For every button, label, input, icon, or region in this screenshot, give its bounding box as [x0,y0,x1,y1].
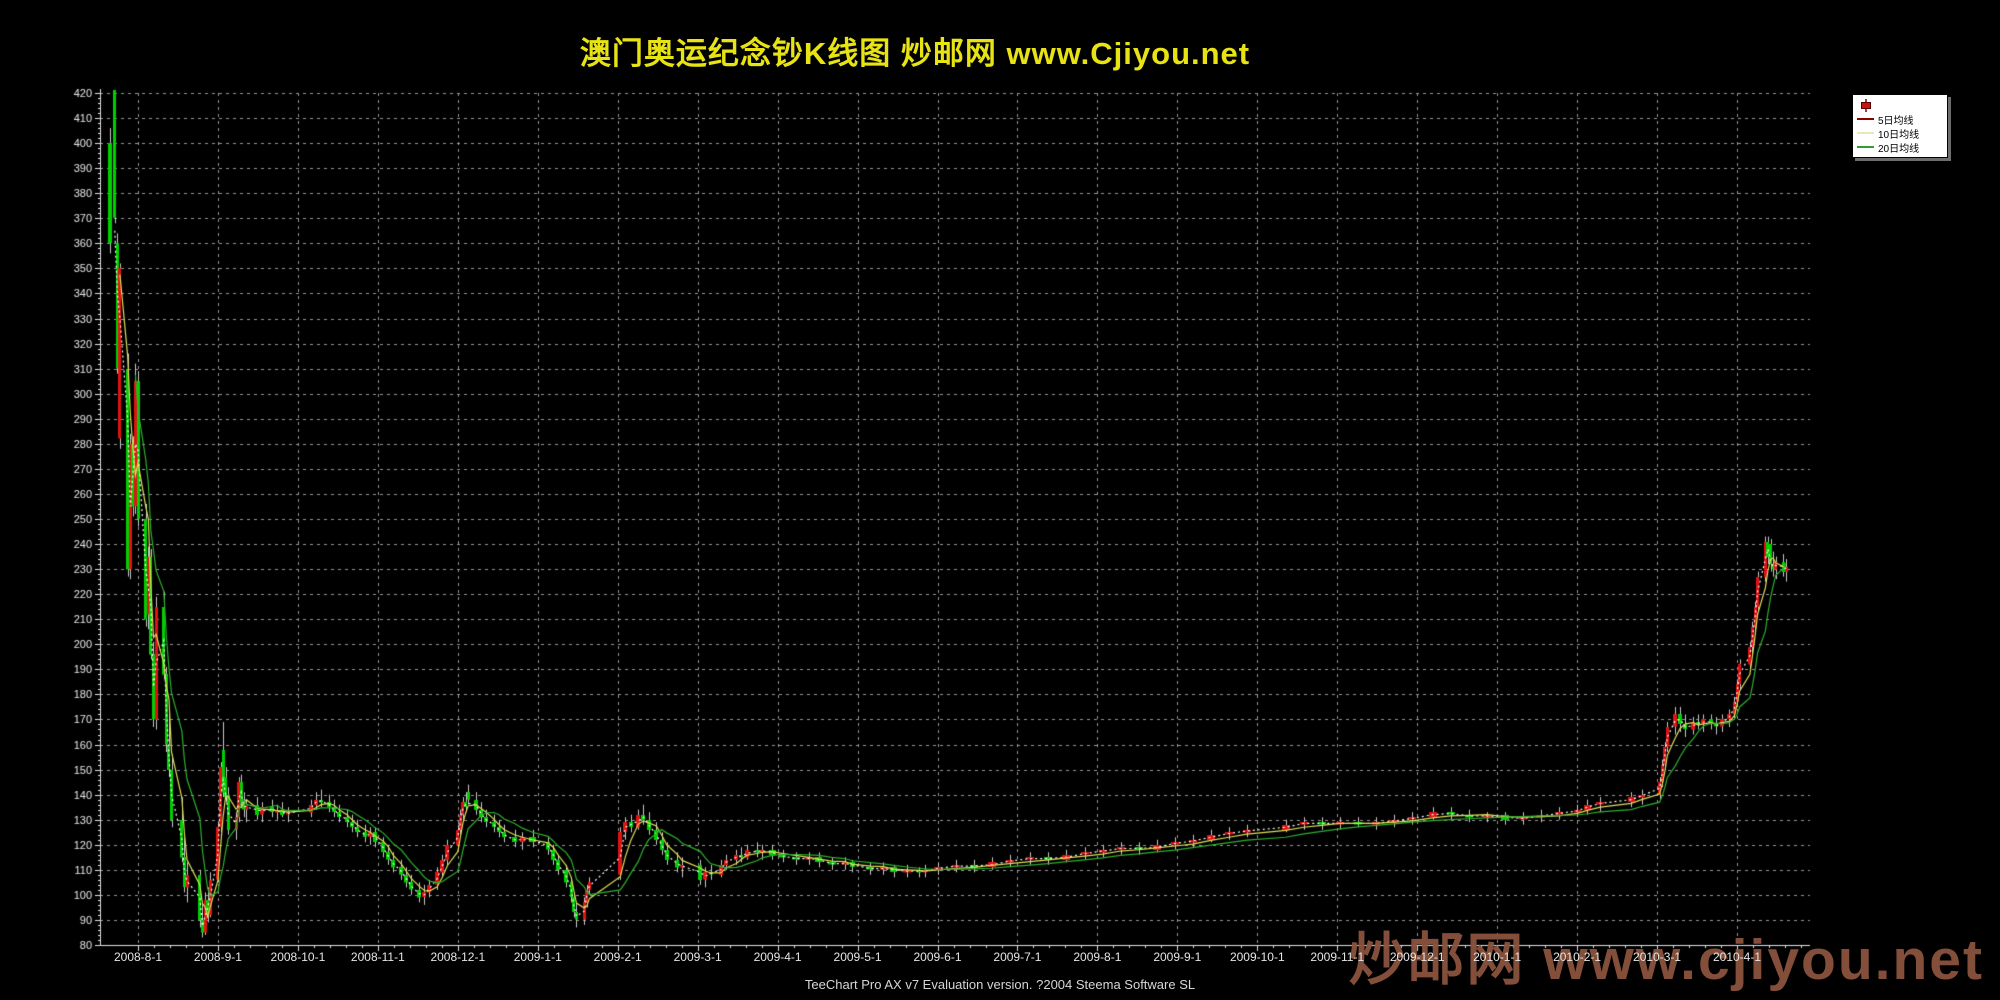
x-tick-label: 2010-2-1 [1553,950,1602,964]
x-tick-label: 2009-12-1 [1389,950,1445,964]
x-tick-label: 2008-8-1 [113,950,163,964]
x-tick-label: 2008-9-1 [193,950,242,964]
candlestick-icon [1861,98,1871,112]
evaluation-footer: TeeChart Pro AX v7 Evaluation version. ?… [804,977,1196,992]
x-tick-label: 2009-1-1 [513,950,562,964]
x-tick-label: 2010-3-1 [1633,950,1682,964]
x-tick-label: 2009-11-1 [1310,950,1365,964]
x-tick-label: 2008-10-1 [270,950,326,964]
x-tick-label: 2010-4-1 [1712,950,1762,964]
x-tick-label: 2009-6-1 [913,950,962,964]
legend-item-ma10: 10日均线 [1857,126,1945,141]
ma20-line-swatch [1857,146,1874,148]
x-tick-label: 2008-12-1 [430,950,486,964]
legend-item-kline [1857,98,1945,112]
x-tick-label: 2009-2-1 [593,950,642,964]
x-tick-label: 2008-11-1 [350,950,405,964]
x-tick-label: 2009-8-1 [1073,950,1122,964]
x-tick-label: 2009-9-1 [1153,950,1202,964]
legend-label-ma10: 10日均线 [1878,129,1920,141]
legend-label-ma20: 20日均线 [1878,143,1920,155]
x-tick-label: 2009-5-1 [833,950,882,964]
page-title: 澳门奥运纪念钞K线图 炒邮网 www.Cjiyou.net [579,36,1251,71]
x-tick-label: 2009-4-1 [753,950,802,964]
x-tick-label: 2009-7-1 [993,950,1042,964]
x-tick-label: 2010-1-1 [1473,950,1522,964]
legend-item-ma5: 5日均线 [1857,112,1945,127]
x-tick-label: 2009-3-1 [673,950,722,964]
x-tick-label: 2009-10-1 [1229,950,1285,964]
legend-box: 5日均线 10日均线 20日均线 [1852,94,1948,158]
ma10-line-swatch [1857,132,1874,134]
ma5-line-swatch [1857,118,1874,120]
legend-item-ma20: 20日均线 [1857,140,1945,155]
watermark-text: 炒邮网 www.cjiyou.net [1348,928,1984,992]
legend-label-ma5: 5日均线 [1878,115,1914,127]
